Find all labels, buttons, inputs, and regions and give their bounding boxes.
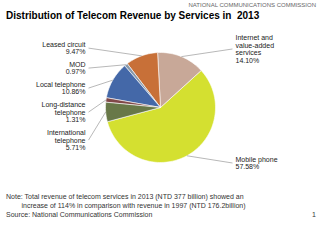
html-text:1: 1 — [312, 211, 316, 218]
html-text:increase of 114% in comparison: increase of 114% in comparison with reve… — [6, 202, 246, 209]
svg-text:Internet andvalue-addedservice: Internet andvalue-addedservices14.10% — [236, 34, 275, 64]
svg-text:MOD0.97%: MOD0.97% — [66, 61, 86, 76]
svg-text:Leased circuit9.47%: Leased circuit9.47% — [42, 41, 85, 56]
html-text:Note: Total revenue of telecom: Note: Total revenue of telecom services … — [6, 193, 244, 200]
html-text:Source: National Communication: Source: National Communications Commissi… — [6, 211, 153, 218]
svg-text:Local telephone10.86%: Local telephone10.86% — [36, 81, 86, 96]
svg-text:Long-distancetelephone1.31%: Long-distancetelephone1.31% — [42, 101, 86, 123]
html-text:Distribution of Telecom Revenu: Distribution of Telecom Revenue by Servi… — [6, 10, 260, 21]
svg-text:Mobile phone57.58%: Mobile phone57.58% — [236, 156, 278, 171]
svg-text:Internationaltelephone5.71%: Internationaltelephone5.71% — [47, 129, 86, 151]
html-text:NATIONAL COMMUNICATIONS COMMIS: NATIONAL COMMUNICATIONS COMMISSION — [188, 2, 316, 8]
